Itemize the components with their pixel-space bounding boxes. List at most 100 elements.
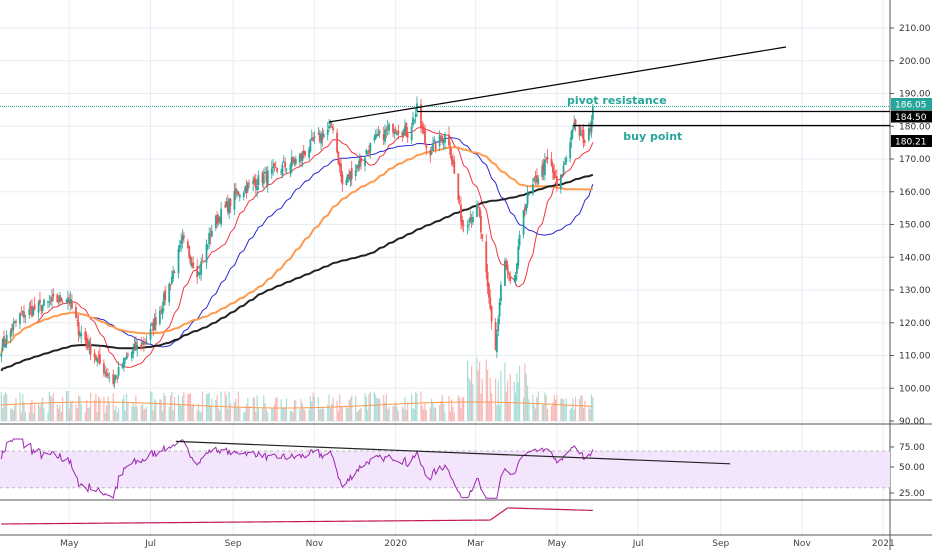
volume-bar	[197, 403, 200, 421]
volume-bar	[216, 395, 218, 421]
volume-bar	[421, 405, 423, 421]
candle-body	[252, 180, 255, 184]
trendline	[328, 46, 787, 123]
volume-bar	[215, 399, 217, 421]
volume-bar	[164, 395, 166, 421]
candle-body	[285, 168, 288, 170]
volume-bar	[141, 404, 144, 421]
candle-body	[378, 131, 381, 134]
volume-bar	[379, 398, 381, 421]
candle-body	[122, 357, 125, 368]
volume-bar	[411, 394, 413, 421]
candle-body	[412, 117, 414, 126]
volume-bar	[582, 408, 585, 421]
candle-body	[99, 354, 101, 364]
candle-body	[254, 179, 257, 189]
volume-bar	[66, 391, 68, 421]
candle-body	[19, 313, 21, 324]
candle-body	[561, 174, 564, 177]
volume-bar	[431, 398, 433, 421]
volume-bar	[252, 397, 254, 421]
volume-bar	[412, 408, 414, 421]
volume-bar	[522, 397, 525, 421]
candle-body	[84, 331, 87, 341]
volume-bar	[229, 403, 232, 421]
volume-bar	[532, 394, 534, 421]
candle-body	[570, 131, 573, 141]
volume-bar	[200, 412, 202, 421]
volume-bar	[107, 396, 109, 421]
volume-bar	[308, 409, 310, 421]
moving-average-50	[0, 137, 594, 354]
volume-bar	[140, 405, 142, 421]
candle-body	[336, 132, 338, 153]
candle-body	[438, 135, 441, 146]
volume-bar	[347, 408, 349, 421]
volume-bar	[565, 398, 567, 421]
candle-body	[224, 205, 227, 208]
candle-body	[500, 284, 502, 302]
candle-body	[23, 311, 25, 318]
volume-bar	[589, 409, 591, 421]
volume-bar	[244, 411, 246, 421]
volume-bar	[89, 392, 92, 421]
candle-body	[39, 299, 41, 303]
candle-body	[302, 150, 305, 155]
candle-body	[226, 201, 229, 212]
candle-body	[108, 377, 111, 379]
candle-body	[441, 136, 444, 143]
candle-body	[43, 299, 45, 306]
volume-bar	[327, 404, 329, 421]
candle-body	[41, 305, 44, 311]
candle-body	[571, 129, 574, 132]
candle-body	[113, 378, 116, 384]
candle-body	[489, 297, 492, 309]
candle-body	[388, 124, 390, 131]
volume-bar	[489, 377, 491, 421]
candle-body	[477, 202, 480, 205]
volume-bar	[528, 399, 530, 421]
candle-body	[253, 178, 256, 183]
volume-bar	[205, 394, 208, 421]
candle-body	[485, 241, 488, 273]
volume-bar	[544, 392, 546, 421]
volume-bar	[332, 397, 334, 421]
candle-body	[301, 151, 304, 161]
candle-body	[238, 194, 241, 198]
candle-body	[312, 137, 314, 141]
volume-bar	[401, 406, 403, 421]
volume-bar	[365, 396, 367, 421]
candle-body	[237, 191, 240, 195]
volume-bar	[420, 391, 422, 421]
volume-bar	[267, 412, 269, 421]
volume-bar	[375, 394, 377, 421]
time-axis-label: Sep	[225, 539, 242, 549]
candle-body	[559, 174, 562, 190]
candle-body	[282, 161, 285, 163]
volume-bar	[248, 406, 250, 421]
volume-bar	[161, 411, 164, 421]
candle-body	[478, 207, 481, 217]
candle-body	[554, 176, 557, 178]
candle-body	[13, 321, 16, 324]
volume-bar	[256, 395, 258, 421]
candle-body	[188, 246, 191, 258]
candle-body	[310, 137, 313, 140]
candle-body	[444, 134, 446, 143]
candle-body	[145, 341, 148, 344]
volume-bar	[283, 407, 285, 421]
volume-bar	[451, 399, 453, 421]
volume-bar	[580, 395, 582, 421]
candle-body	[197, 272, 200, 275]
volume-bar	[219, 410, 221, 421]
volume-bar	[413, 409, 415, 421]
volume-bar	[321, 408, 324, 421]
volume-bar	[376, 397, 378, 421]
candle-body	[356, 165, 358, 170]
candle-body	[28, 309, 31, 316]
volume-bar	[348, 400, 350, 421]
volume-bar	[30, 403, 32, 421]
candle-body	[117, 366, 120, 376]
candle-body	[432, 143, 434, 151]
